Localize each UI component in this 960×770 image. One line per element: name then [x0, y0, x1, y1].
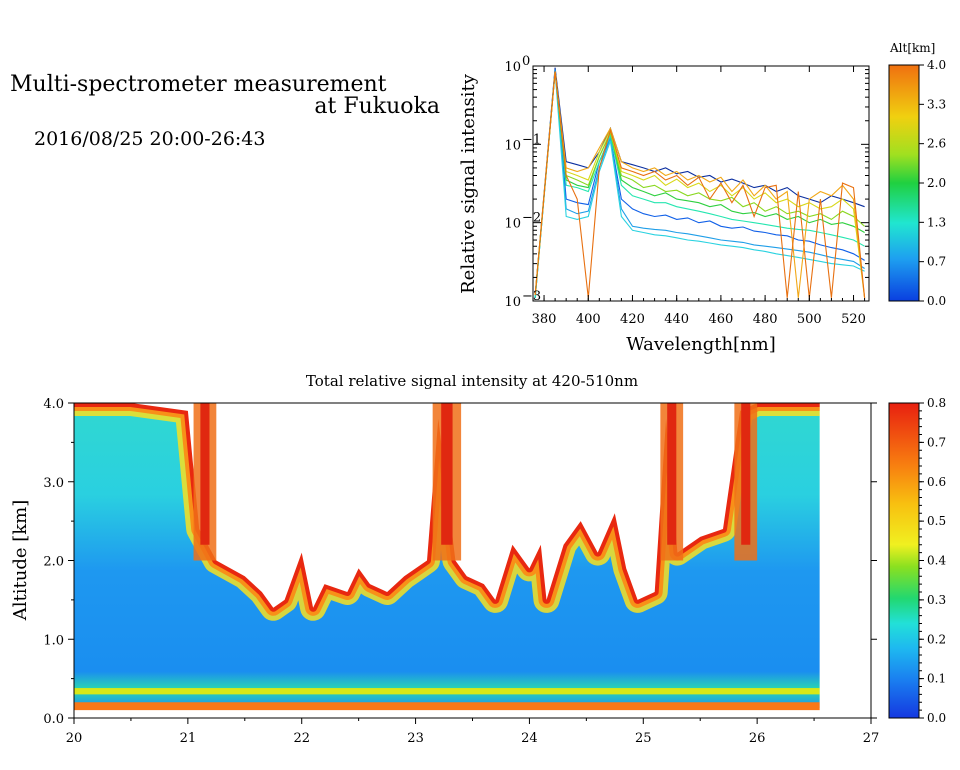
spectrum-series-line [534, 71, 866, 298]
intensity-colorbar [888, 402, 920, 719]
spectrum-y-tick-exponent: −1 [522, 132, 541, 147]
intensity-colorbar-label: 0.3 [927, 593, 946, 607]
dense-cloud-core [741, 403, 751, 545]
spectrum-y-axis-label: Relative signal intensity [458, 73, 479, 294]
altitude-colorbar-title: Alt[km] [889, 41, 935, 55]
spectrum-x-tick-label: 380 [532, 312, 557, 327]
spectrum-y-tick-label: 10 [504, 217, 521, 232]
heatmap-x-tick-label: 22 [293, 731, 310, 746]
spectrum-series-line [534, 71, 866, 298]
spectrum-x-tick-label: 420 [620, 312, 645, 327]
altitude-colorbar-label: 4.0 [927, 58, 946, 72]
heatmap-y-tick-label: 0.0 [43, 712, 64, 727]
heatmap-y-tick-label: 1.0 [43, 633, 64, 648]
heatmap-x-tick-label: 21 [180, 731, 197, 746]
heatmap-x-tick-label: 24 [521, 731, 538, 746]
heatmap-chart: Total relative signal intensity at 420-5… [10, 372, 946, 746]
spectrum-x-axis-label: Wavelength[nm] [626, 334, 776, 355]
altitude-colorbar-label: 2.0 [927, 176, 946, 190]
spectrum-x-tick-label: 440 [664, 312, 689, 327]
spectrum-series-line [534, 69, 865, 298]
spectrum-series-line [534, 67, 865, 295]
cloud-region [74, 403, 820, 608]
intensity-colorbar-label: 0.0 [927, 711, 946, 725]
heatmap-x-tick-label: 27 [863, 731, 880, 746]
heatmap-y-tick-label: 2.0 [43, 555, 64, 570]
dense-cloud-core [200, 403, 210, 545]
heatmap-y-tick-label: 4.0 [43, 397, 64, 412]
spectrum-series-line [534, 71, 865, 298]
heatmap-title: Total relative signal intensity at 420-5… [306, 372, 638, 390]
figure-title-line2: at Fukuoka [314, 94, 440, 119]
figure-title-line1: Multi-spectrometer measurement [10, 72, 387, 97]
heatmap-x-tick-label: 25 [635, 731, 652, 746]
heatmap-low-layer-band [74, 688, 820, 695]
spectrum-series-line [534, 71, 865, 295]
altitude-colorbar-label: 1.3 [927, 215, 946, 229]
dense-cloud-core [441, 403, 453, 545]
intensity-colorbar-label: 0.1 [927, 672, 946, 686]
spectrum-y-tick-exponent: −3 [522, 289, 541, 304]
intensity-colorbar-label: 0.5 [927, 514, 946, 528]
spectrum-y-tick-exponent: 0 [522, 54, 530, 69]
heatmap-x-tick-label: 26 [749, 731, 766, 746]
no-data-region [819, 403, 871, 718]
heatmap-surface-band [74, 702, 820, 711]
dense-cloud-core [667, 403, 677, 545]
altitude-colorbar-label: 2.6 [927, 137, 946, 151]
altitude-colorbar-label: 3.3 [927, 97, 946, 111]
spectrum-series-line [534, 69, 865, 298]
intensity-colorbar-label: 0.8 [927, 396, 946, 410]
altitude-colorbar-label: 0.7 [927, 255, 946, 269]
spectrum-y-tick-label: 10 [504, 60, 521, 75]
spectrum-plot-frame [532, 65, 870, 302]
spectrum-y-tick-label: 10 [504, 138, 521, 153]
intensity-colorbar-label: 0.7 [927, 435, 946, 449]
spectrum-series-line [534, 71, 865, 298]
heatmap-y-tick-label: 3.0 [43, 476, 64, 491]
spectrum-x-tick-label: 400 [576, 312, 601, 327]
altitude-colorbar [888, 64, 920, 302]
heatmap-x-tick-label: 23 [407, 731, 424, 746]
spectrum-x-tick-label: 460 [708, 312, 733, 327]
spectrum-x-tick-label: 520 [841, 312, 866, 327]
measurement-datetime: 2016/08/25 20:00-26:43 [34, 128, 266, 150]
intensity-colorbar-label: 0.2 [927, 632, 946, 646]
spectrum-y-tick-label: 10 [504, 295, 521, 310]
altitude-colorbar-label: 0.0 [927, 294, 946, 308]
intensity-colorbar-label: 0.6 [927, 475, 946, 489]
heatmap-y-axis-label: Altitude [km] [10, 500, 31, 622]
heatmap-x-tick-label: 20 [66, 731, 83, 746]
spectrum-x-tick-label: 500 [797, 312, 822, 327]
spectrum-x-tick-label: 480 [753, 312, 778, 327]
intensity-colorbar-label: 0.4 [927, 554, 946, 568]
spectrum-y-tick-exponent: −2 [522, 211, 541, 226]
